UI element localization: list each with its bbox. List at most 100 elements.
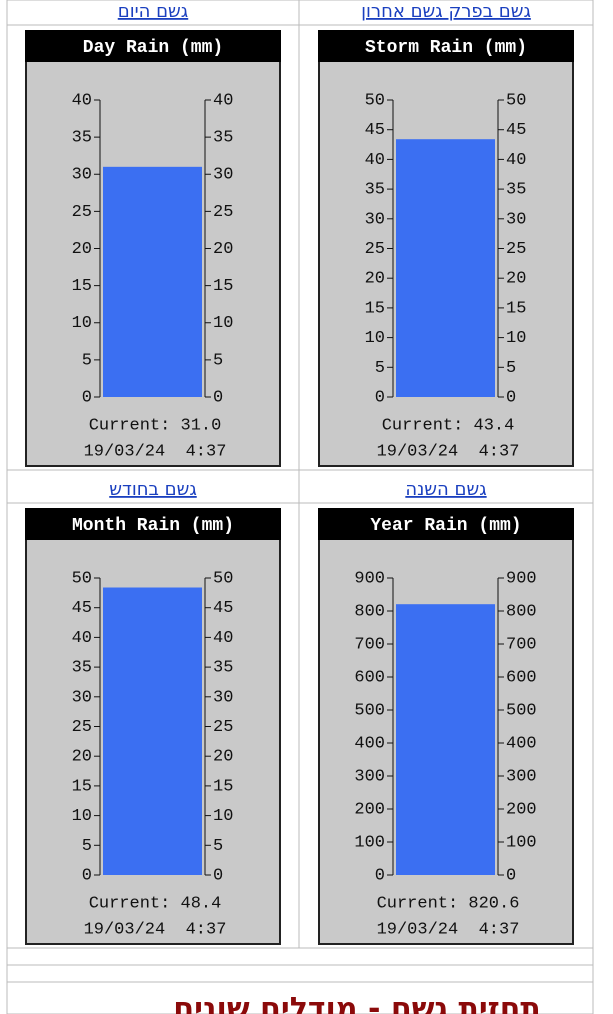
bar bbox=[103, 587, 202, 875]
y2-tick-label: 45 bbox=[506, 121, 526, 140]
y-tick-label: 200 bbox=[354, 800, 385, 819]
timestamp: 19/03/24 4:37 bbox=[84, 920, 227, 939]
y-tick-label: 45 bbox=[72, 599, 92, 618]
y2-tick-label: 0 bbox=[506, 866, 516, 885]
y-tick-label: 25 bbox=[72, 718, 92, 737]
title-bar bbox=[25, 30, 281, 62]
y-tick-label: 300 bbox=[354, 767, 385, 786]
table-border bbox=[6, 0, 594, 1014]
y2-tick-label: 50 bbox=[506, 91, 526, 110]
y-tick-label: 25 bbox=[365, 240, 385, 259]
y-tick-label: 10 bbox=[72, 314, 92, 333]
current-value: Current: 43.4 bbox=[382, 416, 515, 435]
y-tick-label: 10 bbox=[72, 807, 92, 826]
y2-tick-label: 35 bbox=[213, 129, 233, 148]
chart-title: Day Rain (mm) bbox=[83, 38, 223, 58]
y2-tick-label: 25 bbox=[213, 203, 233, 222]
y2-tick-label: 0 bbox=[506, 388, 516, 407]
y-tick-label: 50 bbox=[72, 569, 92, 588]
y-tick-label: 0 bbox=[82, 388, 92, 407]
link[interactable]: גשם בחודש bbox=[109, 479, 197, 500]
y-tick-label: 700 bbox=[354, 635, 385, 654]
y2-tick-label: 500 bbox=[506, 701, 537, 720]
current-value: Current: 820.6 bbox=[377, 894, 520, 913]
bar bbox=[396, 604, 495, 875]
y-tick-label: 20 bbox=[365, 270, 385, 289]
link[interactable]: גשם היום bbox=[118, 1, 188, 22]
title-bar bbox=[25, 508, 281, 540]
link[interactable]: גשם השנה bbox=[405, 479, 486, 500]
chart-title: Month Rain (mm) bbox=[72, 516, 234, 536]
y2-tick-label: 10 bbox=[213, 314, 233, 333]
y-tick-label: 0 bbox=[82, 866, 92, 885]
y2-tick-label: 15 bbox=[506, 299, 526, 318]
y-tick-label: 0 bbox=[375, 388, 385, 407]
y2-tick-label: 0 bbox=[213, 388, 223, 407]
current-value: Current: 48.4 bbox=[89, 894, 222, 913]
y2-tick-label: 0 bbox=[213, 866, 223, 885]
chart-title: Year Rain (mm) bbox=[370, 516, 521, 536]
y2-tick-label: 50 bbox=[213, 569, 233, 588]
y2-tick-label: 600 bbox=[506, 668, 537, 687]
bar bbox=[103, 166, 202, 397]
y2-tick-label: 10 bbox=[213, 807, 233, 826]
y-tick-label: 10 bbox=[365, 329, 385, 348]
y2-tick-label: 5 bbox=[213, 837, 223, 856]
y-tick-label: 45 bbox=[365, 121, 385, 140]
section-heading: תחזית גשם - מודלים שונים bbox=[173, 992, 541, 1014]
y2-tick-label: 15 bbox=[213, 777, 233, 796]
y2-tick-label: 30 bbox=[213, 166, 233, 185]
y-tick-label: 0 bbox=[375, 866, 385, 885]
y-tick-label: 100 bbox=[354, 833, 385, 852]
title-bar bbox=[318, 30, 574, 62]
timestamp: 19/03/24 4:37 bbox=[377, 442, 520, 461]
y-tick-label: 600 bbox=[354, 668, 385, 687]
gauge-panel: Storm Rain (mm) 0 0 5 5 10 10 15 15 20 20 25 25 30 30 3… bbox=[318, 30, 574, 467]
y-tick-label: 40 bbox=[72, 629, 92, 648]
y-tick-label: 5 bbox=[375, 359, 385, 378]
y2-tick-label: 20 bbox=[213, 240, 233, 259]
y-tick-label: 50 bbox=[365, 91, 385, 110]
y-tick-label: 40 bbox=[72, 91, 92, 110]
y2-tick-label: 10 bbox=[506, 329, 526, 348]
y2-tick-label: 800 bbox=[506, 602, 537, 621]
y-tick-label: 30 bbox=[72, 688, 92, 707]
link[interactable]: גשם בפרק גשם אחרון bbox=[361, 1, 531, 22]
y2-tick-label: 400 bbox=[506, 734, 537, 753]
y-tick-label: 40 bbox=[365, 151, 385, 170]
y-tick-label: 35 bbox=[365, 181, 385, 200]
y-tick-label: 35 bbox=[72, 129, 92, 148]
y-tick-label: 500 bbox=[354, 701, 385, 720]
y-tick-label: 15 bbox=[72, 277, 92, 296]
y2-tick-label: 40 bbox=[213, 91, 233, 110]
y2-tick-label: 30 bbox=[213, 688, 233, 707]
y-tick-label: 30 bbox=[365, 210, 385, 229]
y2-tick-label: 100 bbox=[506, 833, 537, 852]
y-tick-label: 35 bbox=[72, 659, 92, 678]
y-tick-label: 400 bbox=[354, 734, 385, 753]
timestamp: 19/03/24 4:37 bbox=[84, 442, 227, 461]
title-bar bbox=[318, 508, 574, 540]
y2-tick-label: 200 bbox=[506, 800, 537, 819]
y2-tick-label: 15 bbox=[213, 277, 233, 296]
timestamp: 19/03/24 4:37 bbox=[377, 920, 520, 939]
chart-title: Storm Rain (mm) bbox=[365, 38, 527, 58]
y-tick-label: 800 bbox=[354, 602, 385, 621]
y2-tick-label: 40 bbox=[213, 629, 233, 648]
current-value: Current: 31.0 bbox=[89, 416, 222, 435]
y2-tick-label: 35 bbox=[506, 181, 526, 200]
y2-tick-label: 20 bbox=[213, 748, 233, 767]
y-tick-label: 15 bbox=[72, 777, 92, 796]
y-tick-label: 900 bbox=[354, 569, 385, 588]
y2-tick-label: 40 bbox=[506, 151, 526, 170]
y2-tick-label: 20 bbox=[506, 270, 526, 289]
y-tick-label: 20 bbox=[72, 240, 92, 259]
y2-tick-label: 25 bbox=[506, 240, 526, 259]
y2-tick-label: 300 bbox=[506, 767, 537, 786]
y2-tick-label: 5 bbox=[213, 351, 223, 370]
gauge-panel: Day Rain (mm) 0 0 5 5 10 10 15 15 20 20 25 25 30 30 35 3… bbox=[25, 30, 281, 467]
y2-tick-label: 5 bbox=[506, 359, 516, 378]
y-tick-label: 5 bbox=[82, 351, 92, 370]
y2-tick-label: 900 bbox=[506, 569, 537, 588]
